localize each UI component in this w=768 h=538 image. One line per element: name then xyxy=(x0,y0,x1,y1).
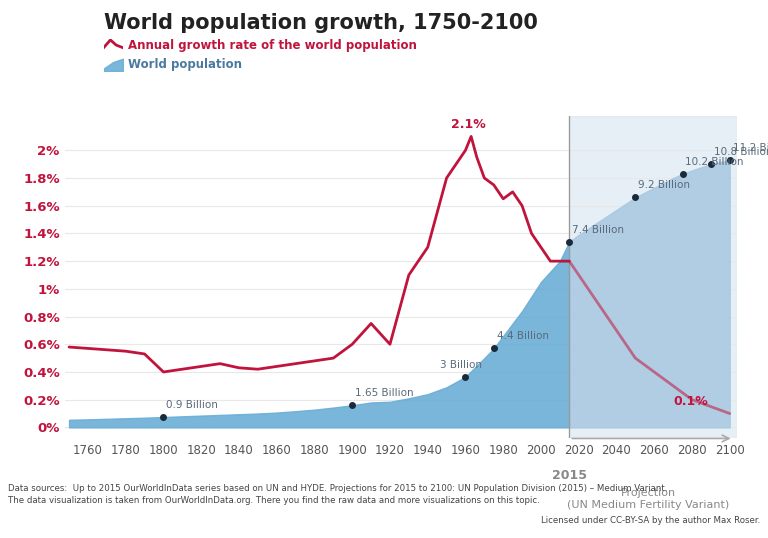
Text: Projection
(UN Medium Fertility Variant): Projection (UN Medium Fertility Variant) xyxy=(568,489,730,510)
Text: 9.2 Billion: 9.2 Billion xyxy=(638,180,690,190)
Text: Data sources:  Up to 2015 OurWorldInData series based on UN and HYDE. Projection: Data sources: Up to 2015 OurWorldInData … xyxy=(8,484,667,505)
Text: 3 Billion: 3 Billion xyxy=(441,360,482,370)
Text: 4.4 Billion: 4.4 Billion xyxy=(497,331,548,342)
Text: 2.1%: 2.1% xyxy=(451,118,485,131)
Text: 0.1%: 0.1% xyxy=(674,395,708,408)
Text: Annual growth rate of the world population: Annual growth rate of the world populati… xyxy=(128,39,417,52)
Bar xyxy=(569,116,737,438)
Text: World population growth, 1750-2100: World population growth, 1750-2100 xyxy=(104,13,538,33)
Text: Licensed under CC-BY-SA by the author Max Roser.: Licensed under CC-BY-SA by the author Ma… xyxy=(541,516,760,526)
Text: 2015: 2015 xyxy=(551,469,587,482)
Text: 0.9 Billion: 0.9 Billion xyxy=(166,400,218,410)
Text: 10.2 Billion: 10.2 Billion xyxy=(685,157,744,167)
Text: 10.8 Billion: 10.8 Billion xyxy=(713,147,768,157)
Text: World population: World population xyxy=(128,58,242,71)
Text: Our World
in Data: Our World in Data xyxy=(7,20,66,43)
Text: 7.4 Billion: 7.4 Billion xyxy=(572,225,624,235)
Text: 11.2 Billion: 11.2 Billion xyxy=(733,143,768,153)
Text: 1.65 Billion: 1.65 Billion xyxy=(355,388,414,398)
